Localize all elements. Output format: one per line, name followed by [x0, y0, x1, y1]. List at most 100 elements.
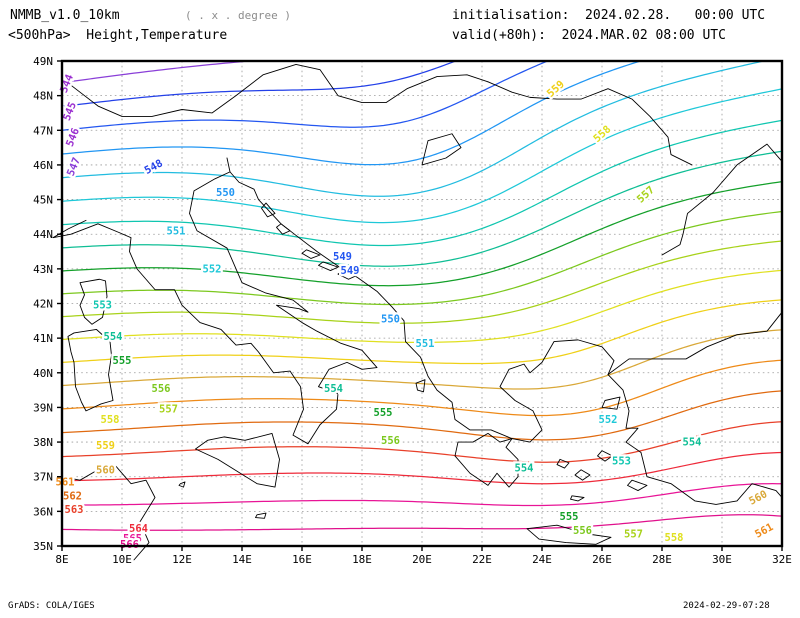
y-axis-tick-label: 48N: [33, 90, 53, 103]
svg-text:562: 562: [63, 490, 82, 502]
coastlines: [52, 64, 783, 561]
x-axis-tick-label: 14E: [232, 553, 252, 566]
svg-text:552: 552: [203, 263, 222, 275]
svg-text:549: 549: [341, 265, 360, 277]
y-axis-tick-label: 49N: [33, 55, 53, 68]
initialisation-time-label: initialisation: 2024.02.28. 00:00 UTC: [452, 8, 766, 23]
svg-text:554: 554: [104, 331, 123, 343]
svg-text:551: 551: [167, 225, 186, 237]
svg-text:555: 555: [113, 355, 132, 367]
svg-text:544: 544: [58, 73, 76, 95]
svg-text:555: 555: [560, 511, 579, 523]
isoheight-contours: [61, 60, 783, 531]
svg-text:555: 555: [374, 407, 393, 419]
svg-text:556: 556: [152, 383, 171, 395]
svg-text:564: 564: [129, 523, 148, 535]
svg-text:548: 548: [143, 157, 165, 177]
svg-text:549: 549: [341, 265, 360, 277]
svg-text:558: 558: [591, 123, 613, 145]
y-axis-tick-label: 38N: [33, 436, 53, 449]
svg-text:552: 552: [599, 414, 618, 426]
svg-text:558: 558: [665, 532, 684, 544]
svg-text:552: 552: [599, 414, 618, 426]
svg-text:560: 560: [96, 464, 115, 476]
svg-text:550: 550: [381, 314, 400, 326]
contour-plot: 544 544 545 545 546 546 547 547 548 548 549 549 549 5…: [33, 55, 792, 566]
svg-text:556: 556: [152, 383, 171, 395]
svg-text:558: 558: [101, 414, 120, 426]
level-field-label: <500hPa> Height,Temperature: [8, 28, 228, 43]
svg-text:549: 549: [333, 251, 352, 263]
grid-lines: [62, 61, 782, 546]
x-axis-tick-label: 20E: [412, 553, 432, 566]
svg-text:557: 557: [159, 404, 178, 416]
svg-text:556: 556: [573, 525, 592, 537]
x-axis-tick-label: 22E: [472, 553, 492, 566]
y-axis-labels: 35N 36N 37N 38N 39N 40N 41N 42N 43N 44N 45N 46N 47N 4…: [33, 55, 62, 553]
y-axis-tick-label: 43N: [33, 263, 53, 276]
y-axis-tick-label: 41N: [33, 332, 53, 345]
svg-text:566: 566: [120, 539, 139, 551]
y-axis-tick-label: 42N: [33, 298, 53, 311]
grads-credit-label: GrADS: COLA/IGES: [8, 601, 95, 611]
y-axis-tick-label: 36N: [33, 505, 53, 518]
units-label: ( . x . degree ): [185, 9, 291, 22]
svg-text:549: 549: [333, 251, 352, 263]
x-axis-tick-label: 12E: [172, 553, 192, 566]
svg-text:561: 561: [753, 521, 775, 541]
svg-text:559: 559: [96, 440, 115, 452]
svg-text:558: 558: [101, 414, 120, 426]
y-axis-tick-label: 39N: [33, 401, 53, 414]
x-axis-tick-label: 10E: [112, 553, 132, 566]
y-axis-tick-label: 37N: [33, 471, 53, 484]
x-axis-tick-label: 18E: [352, 553, 372, 566]
y-axis-tick-label: 45N: [33, 194, 53, 207]
svg-text:552: 552: [203, 263, 222, 275]
svg-text:554: 554: [515, 463, 534, 475]
x-axis-tick-label: 30E: [712, 553, 732, 566]
svg-text:555: 555: [113, 355, 132, 367]
svg-text:554: 554: [324, 383, 343, 395]
x-axis-tick-label: 16E: [292, 553, 312, 566]
model-name-label: NMMB_v1.0_10km: [10, 8, 120, 23]
svg-text:553: 553: [93, 300, 112, 312]
svg-text:554: 554: [683, 437, 702, 449]
svg-text:553: 553: [612, 456, 631, 468]
svg-text:556: 556: [573, 525, 592, 537]
svg-text:551: 551: [416, 338, 435, 350]
x-axis-tick-label: 28E: [652, 553, 672, 566]
render-timestamp-label: 2024-02-29-07:28: [683, 601, 770, 611]
svg-text:557: 557: [635, 184, 657, 206]
svg-text:557: 557: [624, 528, 643, 540]
svg-text:560: 560: [747, 488, 769, 508]
svg-text:563: 563: [65, 504, 84, 516]
svg-text:550: 550: [216, 187, 235, 199]
svg-text:553: 553: [93, 300, 112, 312]
y-axis-tick-label: 44N: [33, 228, 53, 241]
svg-text:545: 545: [61, 100, 79, 122]
svg-text:550: 550: [381, 314, 400, 326]
y-axis-tick-label: 40N: [33, 367, 53, 380]
svg-text:558: 558: [665, 532, 684, 544]
svg-text:565: 565: [123, 533, 142, 545]
svg-text:559: 559: [96, 440, 115, 452]
svg-text:554: 554: [683, 437, 702, 449]
svg-text:556: 556: [381, 435, 400, 447]
x-axis-tick-label: 26E: [592, 553, 612, 566]
svg-text:564: 564: [129, 523, 148, 535]
svg-text:557: 557: [624, 528, 643, 540]
svg-text:563: 563: [65, 504, 84, 516]
y-axis-tick-label: 35N: [33, 540, 53, 553]
svg-text:550: 550: [216, 187, 235, 199]
y-axis-tick-label: 46N: [33, 159, 53, 172]
svg-text:551: 551: [416, 338, 435, 350]
svg-text:562: 562: [63, 490, 82, 502]
svg-text:566: 566: [120, 539, 139, 551]
y-axis-tick-label: 47N: [33, 124, 53, 137]
svg-text:554: 554: [324, 383, 343, 395]
svg-text:561: 561: [56, 476, 75, 488]
svg-text:560: 560: [96, 464, 115, 476]
svg-text:555: 555: [374, 407, 393, 419]
